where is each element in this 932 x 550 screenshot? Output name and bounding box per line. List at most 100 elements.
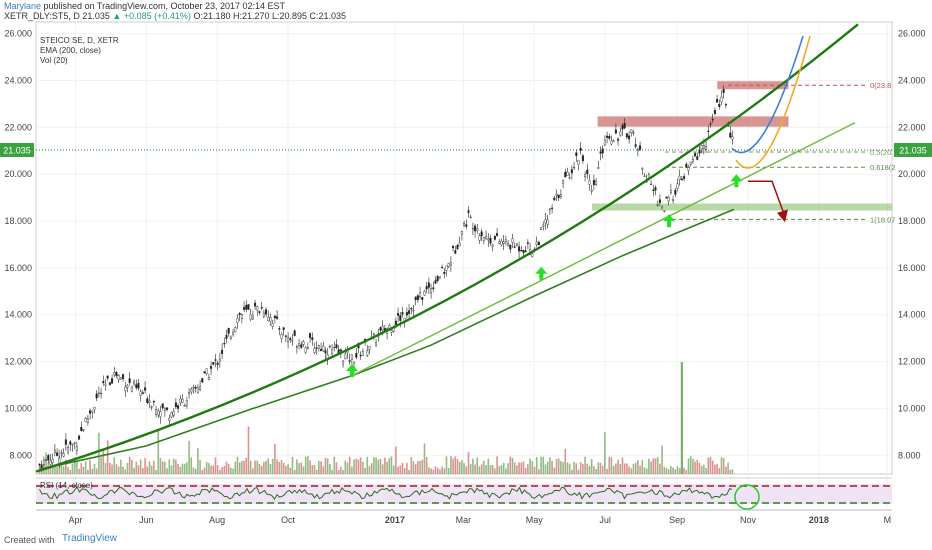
volume-bar [467, 451, 470, 474]
candle-body [652, 189, 655, 191]
y-tick-left: 18.000 [4, 216, 32, 226]
candle-body [174, 402, 177, 408]
volume-bar [463, 463, 465, 474]
volume-bar [487, 458, 490, 474]
volume-bar [727, 462, 729, 474]
volume-bar [254, 460, 256, 474]
candle-body [168, 417, 171, 421]
volume-bar [331, 469, 333, 474]
price-badge-left-text: 21.035 [3, 145, 31, 155]
candle-body [227, 328, 230, 334]
volume-bar [337, 469, 340, 474]
candle-body [489, 237, 492, 244]
candle-body [502, 241, 505, 244]
volume-bar [597, 462, 600, 474]
candle-body [245, 304, 248, 310]
candle-body [641, 168, 644, 170]
candle-body [201, 378, 204, 383]
candle-body [724, 104, 727, 106]
volume-bar [560, 461, 562, 474]
candle-body [716, 99, 719, 103]
volume-bar [168, 459, 171, 474]
candle-body [238, 313, 241, 315]
candle-body [95, 393, 98, 399]
candle-body [141, 392, 144, 394]
publish-info: published on TradingView.com, October 23… [43, 1, 286, 11]
candle-body [207, 376, 210, 380]
volume-bar [456, 459, 459, 474]
volume-bar [225, 461, 228, 474]
candle-body [258, 311, 261, 313]
volume-bar [711, 460, 714, 474]
volume-bar [87, 469, 89, 474]
candle-body [256, 306, 259, 311]
author-name[interactable]: Marylane [4, 1, 42, 11]
volume-bar [610, 457, 613, 474]
volume-bar [265, 460, 267, 474]
candle-body [137, 383, 140, 389]
volume-bar [177, 463, 179, 474]
volume-bar [588, 465, 591, 474]
volume-bar [520, 462, 523, 474]
volume-bar [249, 460, 252, 474]
candle-body [405, 312, 408, 316]
volume-bar [124, 469, 127, 474]
fib-level-label: 0.5(20. [870, 148, 893, 157]
volume-bar [263, 461, 265, 474]
volume-bar [51, 465, 54, 474]
candle-body [324, 350, 327, 354]
volume-bar [159, 458, 162, 474]
candle-body [229, 336, 232, 339]
volume-bar [478, 466, 481, 474]
volume-bar [489, 464, 492, 474]
volume-bar [62, 466, 65, 474]
candle-body [720, 96, 723, 103]
volume-bar [575, 463, 578, 474]
volume-bar [256, 460, 259, 474]
candle-body [278, 328, 281, 330]
volume-bar [234, 461, 237, 474]
y-tick-right: 10.000 [898, 403, 926, 413]
volume-bar [447, 467, 450, 474]
candle-body [128, 378, 131, 383]
candle-body [438, 276, 441, 279]
candle-body [623, 123, 626, 129]
volume-bar [373, 457, 375, 474]
candle-body [67, 446, 70, 453]
volume-bar [687, 458, 690, 474]
candle-body [234, 327, 237, 333]
candle-body [634, 144, 637, 147]
volume-bar [102, 449, 105, 474]
volume-bar [260, 465, 263, 474]
candle-body [436, 276, 439, 281]
candle-body [443, 272, 446, 274]
y-tick-right: 14.000 [898, 310, 926, 320]
candle-body [212, 362, 215, 365]
volume-bar [142, 468, 144, 474]
green-up-arrow-icon [535, 266, 548, 280]
candle-body [414, 296, 417, 301]
candle-body [531, 253, 534, 257]
volume-bar [401, 462, 404, 474]
x-tick-label: Nov [740, 515, 757, 525]
volume-bar [586, 463, 589, 474]
legend-rsi: RSI (14, close) [40, 481, 93, 490]
tradingview-logo[interactable]: TradingView [62, 533, 118, 544]
green-up-arrow-icon [345, 363, 358, 377]
volume-bar [692, 458, 694, 474]
candle-body [707, 130, 710, 132]
volume-bar [694, 461, 696, 474]
green-up-arrow-icon [730, 174, 743, 188]
volume-bar [362, 461, 364, 474]
candle-body [45, 459, 48, 461]
candle-body [522, 250, 525, 254]
volume-bar [421, 459, 424, 474]
candle-body [240, 314, 243, 319]
volume-bar [612, 465, 615, 474]
volume-bar [221, 467, 223, 474]
candle-body [482, 237, 485, 242]
volume-bar [709, 456, 712, 474]
candle-body [544, 219, 547, 224]
candle-body [515, 243, 518, 246]
